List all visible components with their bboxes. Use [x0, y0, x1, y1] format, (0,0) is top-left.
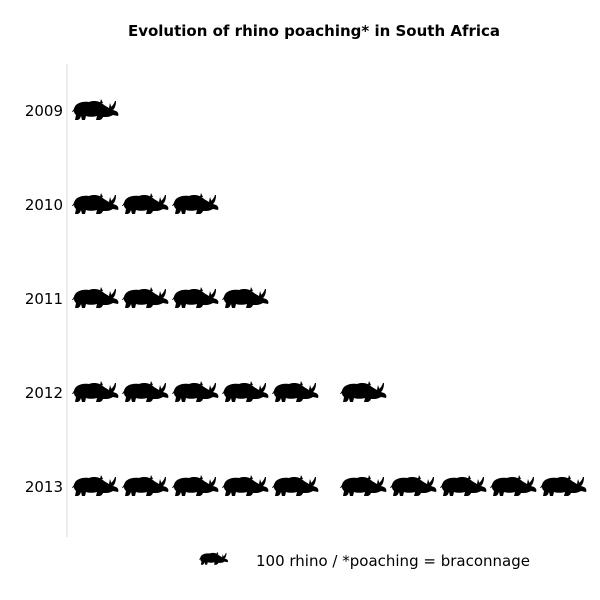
rhino-icon-2009-1 [72, 99, 119, 120]
year-label-2010: 2010 [25, 196, 63, 214]
rhino-icon-2013-9 [490, 475, 537, 496]
year-label-2011: 2011 [25, 290, 63, 308]
rhino-icon-2013-4 [222, 475, 269, 496]
rhino-icon-2011-3 [172, 287, 219, 308]
rhino-icon-2013-5 [272, 475, 319, 496]
year-label-2012: 2012 [25, 384, 63, 402]
rhino-icon-2012-2 [122, 381, 169, 402]
rhino-icon-2013-8 [440, 475, 487, 496]
pictogram-rows: 2009 2010 2011 2012 2013 [25, 99, 587, 496]
rhino-icon-2011-1 [72, 287, 119, 308]
year-label-2009: 2009 [25, 102, 63, 120]
rhino-icon-2011-2 [122, 287, 169, 308]
rhino-icon-2010-2 [122, 193, 169, 214]
year-label-2013: 2013 [25, 478, 63, 496]
rhino-icon-2012-6 [340, 381, 387, 402]
legend: 100 rhino / *poaching = braconnage [199, 551, 530, 570]
rhino-icon-2010-3 [172, 193, 219, 214]
rhino-icon-2010-1 [72, 193, 119, 214]
rhino-icon-2013-10 [540, 475, 587, 496]
legend-text: 100 rhino / *poaching = braconnage [256, 552, 530, 570]
rhino-icon-2013-3 [172, 475, 219, 496]
rhino-icon-2012-5 [272, 381, 319, 402]
rhino-icon-2013-2 [122, 475, 169, 496]
rhino-icon-2013-7 [390, 475, 437, 496]
rhino-icon-2012-4 [222, 381, 269, 402]
rhino-icon-2011-4 [222, 287, 269, 308]
rhino-icon-2013-6 [340, 475, 387, 496]
rhino-icon-2012-1 [72, 381, 119, 402]
rhino-icon-2012-3 [172, 381, 219, 402]
chart-title: Evolution of rhino poaching* in South Af… [128, 22, 500, 40]
legend-rhino-icon [199, 551, 228, 565]
rhino-icon-2013-1 [72, 475, 119, 496]
